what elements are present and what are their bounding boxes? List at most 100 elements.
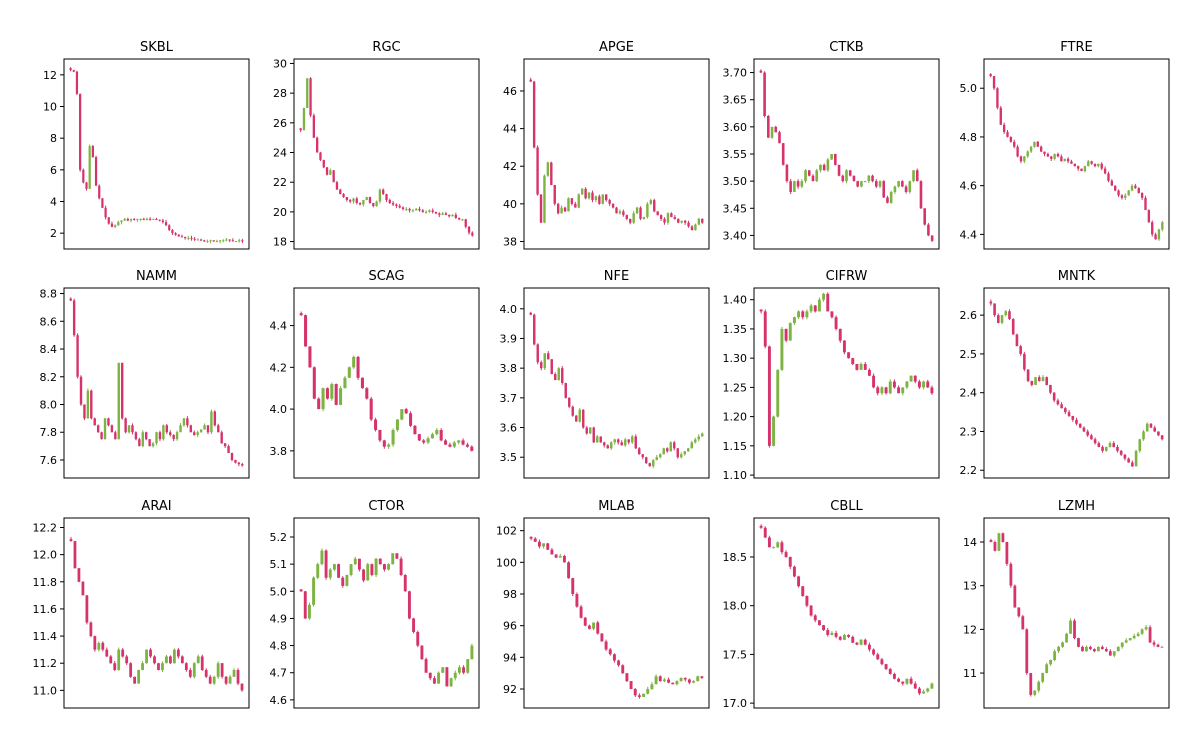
- y-tick-label: 2: [50, 227, 57, 240]
- y-tick-label: 44: [503, 123, 517, 136]
- candle-body: [637, 695, 641, 697]
- y-tick-label: 13: [963, 580, 977, 593]
- candle-body: [73, 541, 77, 569]
- candle-body: [1131, 462, 1134, 467]
- candle-body: [1069, 620, 1072, 634]
- candle-body: [594, 196, 598, 201]
- candle-body: [683, 677, 687, 680]
- candle-body: [694, 224, 697, 231]
- candle-body: [804, 170, 807, 182]
- candle-body: [909, 375, 913, 382]
- candle-body: [817, 299, 821, 312]
- candle-body: [546, 162, 550, 176]
- candle-body: [536, 344, 539, 363]
- candle-body: [759, 309, 763, 312]
- candle-body: [418, 208, 421, 211]
- candle-body: [600, 633, 604, 642]
- candle-body: [547, 353, 550, 360]
- candle-body: [1019, 346, 1022, 354]
- candle-body: [781, 143, 785, 165]
- candle-body: [666, 448, 669, 452]
- candle-body: [104, 207, 107, 218]
- candle-body: [856, 181, 859, 187]
- candle-body: [1124, 640, 1128, 643]
- candle-body: [675, 681, 679, 685]
- candle-body: [413, 425, 417, 435]
- candle-body: [587, 192, 591, 199]
- candle-body: [1156, 644, 1160, 647]
- candle-body: [374, 419, 378, 430]
- candle-body: [1096, 646, 1100, 652]
- plot-area-frame: [523, 517, 710, 709]
- candle-body: [633, 689, 637, 696]
- candle-body: [366, 564, 370, 581]
- candle-body: [1004, 311, 1008, 316]
- candle-body: [1148, 627, 1152, 643]
- candle-body: [557, 368, 560, 381]
- candle-body: [79, 376, 83, 405]
- candle-body: [129, 218, 133, 221]
- candle-body: [767, 116, 770, 138]
- candle-body: [882, 181, 886, 198]
- y-tick-label: 3.70: [723, 67, 748, 80]
- plot-area-frame: [523, 287, 710, 479]
- candle-body: [610, 442, 613, 449]
- candle-body: [173, 649, 176, 664]
- y-tick-label: 4.8: [960, 131, 978, 144]
- y-tick-label: 11.2: [33, 657, 58, 670]
- candle-body: [608, 200, 611, 204]
- candle-body: [365, 388, 369, 399]
- candle-body: [876, 654, 880, 660]
- candle-body: [536, 147, 539, 195]
- plot-area-frame: [293, 58, 480, 250]
- candle-body: [352, 198, 355, 202]
- candle-body: [867, 175, 871, 182]
- candle-body: [601, 194, 604, 204]
- candle-body: [180, 236, 184, 238]
- candle-body: [989, 74, 992, 77]
- candle-body: [571, 578, 575, 594]
- chart-title: CBLL: [830, 499, 863, 514]
- candle-body: [897, 387, 901, 394]
- candle-body: [1002, 124, 1006, 133]
- candle-body: [922, 691, 926, 694]
- candle-body: [800, 181, 804, 187]
- candle-body: [204, 670, 208, 677]
- candle-body: [353, 558, 357, 565]
- candle-body: [1016, 146, 1019, 157]
- candle-body: [789, 181, 792, 192]
- candle-body: [117, 222, 120, 226]
- candle-body: [299, 313, 303, 316]
- candle-body: [240, 683, 244, 691]
- candle-body: [648, 463, 651, 467]
- candle-body: [341, 577, 345, 586]
- candle-body: [83, 404, 86, 419]
- candle-body: [646, 689, 650, 694]
- candle-body: [822, 293, 826, 300]
- candle-body: [1100, 163, 1103, 169]
- candle-body: [1078, 423, 1082, 428]
- candle-body: [1157, 229, 1161, 240]
- candle-body: [596, 622, 600, 634]
- candle-body: [79, 93, 82, 170]
- candle-body: [632, 213, 635, 223]
- candle-body: [133, 218, 136, 220]
- candle-body: [992, 76, 996, 89]
- candle-body: [851, 358, 855, 364]
- candle-body: [203, 240, 206, 242]
- candle-body: [75, 71, 79, 94]
- candle-body: [1065, 633, 1068, 643]
- candle-body: [1015, 334, 1019, 347]
- candle-body: [126, 218, 129, 221]
- candle-body: [1073, 163, 1076, 167]
- candle-body: [1029, 146, 1033, 152]
- candle-body: [395, 419, 399, 430]
- candle-body: [165, 656, 168, 664]
- candle-body: [441, 213, 444, 215]
- candle-body: [690, 442, 693, 449]
- candle-body: [575, 594, 579, 607]
- y-tick-label: 11.4: [33, 630, 58, 643]
- candle-body: [1104, 649, 1108, 652]
- chart-panel: SKBL 2 4 6 8 10 12: [43, 40, 250, 250]
- candle-body: [1108, 443, 1112, 447]
